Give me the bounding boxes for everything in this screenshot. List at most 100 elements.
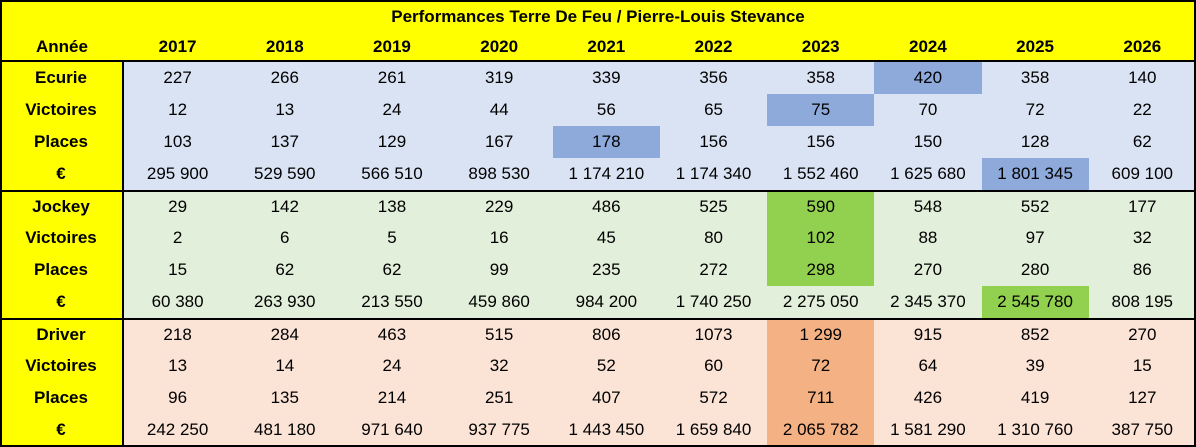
table-cell: 566 510 (338, 158, 446, 190)
table-cell: 45 (552, 222, 660, 254)
table-cell: 937 775 (445, 414, 553, 446)
table-cell: 971 640 (338, 414, 446, 446)
header-year: 2022 (694, 36, 733, 56)
table-cell-highlighted: 590 (767, 192, 875, 222)
table-cell: 86 (1088, 254, 1196, 286)
table-cell-highlighted: 420 (874, 62, 982, 94)
table-cell: 1 581 290 (874, 414, 982, 446)
table-cell: 214 (338, 382, 446, 414)
table-row: Places 15 62 62 99 235 272 298 270 280 86 (0, 254, 1196, 286)
table-cell: 99 (445, 254, 553, 286)
table-cell: 103 (124, 126, 232, 158)
table-cell: 1 625 680 (874, 158, 982, 190)
table-cell-highlighted: 2 065 782 (767, 414, 875, 446)
section-jockey: Jockey 29 142 138 229 486 525 590 548 552 177 Victo… (0, 190, 1196, 318)
table-cell: 15 (124, 254, 232, 286)
table-cell: 915 (874, 320, 982, 350)
table-cell: 1 659 840 (659, 414, 768, 446)
table-cell: 127 (1088, 382, 1196, 414)
table-cell: 984 200 (552, 286, 660, 318)
table-cell: 150 (874, 126, 982, 158)
table-cell: 44 (445, 94, 553, 126)
table-cell: 806 (552, 320, 660, 350)
row-label: € (0, 414, 124, 446)
row-label: € (0, 286, 124, 318)
table-cell: 1 443 450 (552, 414, 660, 446)
header-year: 2020 (480, 36, 519, 56)
section-driver: Driver 218 284 463 515 806 1073 1 299 915 852 270 V… (0, 318, 1196, 447)
table-cell: 72 (981, 94, 1089, 126)
row-label: Ecurie (0, 62, 124, 94)
table-cell: 319 (445, 62, 553, 94)
table-cell: 808 195 (1088, 286, 1196, 318)
header-year: 2019 (373, 36, 411, 56)
row-label: Jockey (0, 192, 124, 222)
table-cell: 284 (231, 320, 339, 350)
table-cell-highlighted: 298 (767, 254, 875, 286)
table-cell: 24 (338, 94, 446, 126)
table-cell: 525 (659, 192, 768, 222)
header-year: 2025 (1016, 36, 1054, 56)
table-cell: 407 (552, 382, 660, 414)
table-row: Ecurie 227 266 261 319 339 356 358 420 358 140 (0, 62, 1196, 94)
table-cell: 213 550 (338, 286, 446, 318)
table-cell: 32 (1088, 222, 1196, 254)
table-cell: 242 250 (124, 414, 232, 446)
table-cell: 24 (338, 350, 446, 382)
table-cell: 156 (767, 126, 875, 158)
table-cell: 552 (981, 192, 1089, 222)
table-cell: 358 (767, 62, 875, 94)
table-cell: 6 (231, 222, 339, 254)
table-cell: 609 100 (1088, 158, 1196, 190)
table-cell: 270 (1088, 320, 1196, 350)
table-cell: 29 (124, 192, 232, 222)
table-cell: 339 (552, 62, 660, 94)
table-cell: 852 (981, 320, 1089, 350)
table-cell: 70 (874, 94, 982, 126)
table-cell: 156 (659, 126, 768, 158)
table-cell: 235 (552, 254, 660, 286)
table-cell: 229 (445, 192, 553, 222)
table-cell: 358 (981, 62, 1089, 94)
table-cell: 898 530 (445, 158, 553, 190)
table-cell: 97 (981, 222, 1089, 254)
table-cell: 280 (981, 254, 1089, 286)
table-cell: 96 (124, 382, 232, 414)
header-year: 2018 (265, 36, 304, 56)
table-cell: 1 174 210 (552, 158, 660, 190)
table-cell: 15 (1088, 350, 1196, 382)
header-year: 2023 (801, 36, 840, 56)
table-cell: 52 (552, 350, 660, 382)
table-cell-highlighted: 1 801 345 (981, 158, 1089, 190)
header-row: Année 2017 2018 2019 2020 2021 2022 2023… (0, 33, 1196, 62)
table-cell: 135 (231, 382, 339, 414)
table-cell: 529 590 (231, 158, 339, 190)
table-cell: 272 (659, 254, 768, 286)
table-cell: 515 (445, 320, 553, 350)
table-cell: 88 (874, 222, 982, 254)
table-row: Victoires 13 14 24 32 52 60 72 64 39 15 (0, 350, 1196, 382)
table-row: Victoires 2 6 5 16 45 80 102 88 97 32 (0, 222, 1196, 254)
table-cell: 80 (659, 222, 768, 254)
table-cell: 266 (231, 62, 339, 94)
table-cell: 16 (445, 222, 553, 254)
table-cell: 459 860 (445, 286, 553, 318)
table-cell: 22 (1088, 94, 1196, 126)
table-cell: 64 (874, 350, 982, 382)
table-cell-highlighted: 2 545 780 (981, 286, 1089, 318)
table-cell: 129 (338, 126, 446, 158)
table-cell: 387 750 (1088, 414, 1196, 446)
table-cell: 356 (659, 62, 768, 94)
table-cell: 56 (552, 94, 660, 126)
table-row: Places 96 135 214 251 407 572 711 426 419 127 (0, 382, 1196, 414)
row-label: Places (0, 126, 124, 158)
table-cell: 481 180 (231, 414, 339, 446)
table-cell: 1 174 340 (659, 158, 768, 190)
table-cell: 426 (874, 382, 982, 414)
table-cell: 128 (981, 126, 1089, 158)
table-cell-highlighted: 102 (767, 222, 875, 254)
table-cell: 2 275 050 (767, 286, 875, 318)
table-row: Places 103 137 129 167 178 156 156 150 128 62 (0, 126, 1196, 158)
table-cell: 62 (1088, 126, 1196, 158)
